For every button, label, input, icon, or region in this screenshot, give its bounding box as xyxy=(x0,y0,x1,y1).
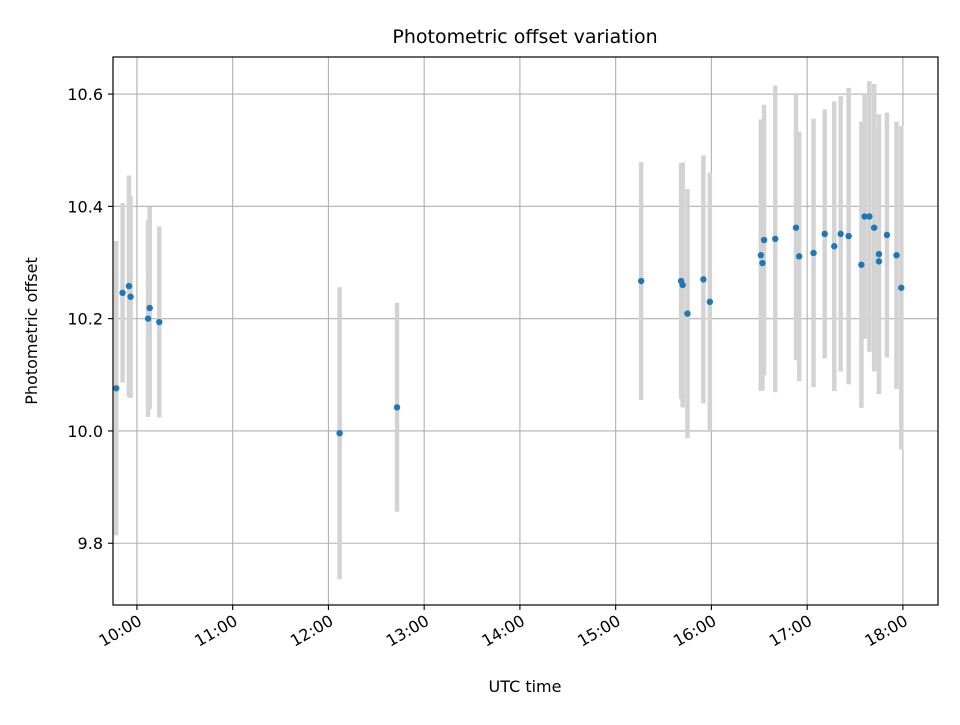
data-point xyxy=(760,236,768,244)
data-point xyxy=(393,404,401,411)
x-axis-label: UTC time xyxy=(489,677,562,696)
data-point xyxy=(821,230,828,238)
y-tick-label: 9.8 xyxy=(78,534,103,553)
data-point xyxy=(679,281,686,289)
data-points xyxy=(112,213,905,437)
y-axis-label: Photometric offset xyxy=(22,257,41,405)
data-point xyxy=(112,385,120,392)
data-point xyxy=(866,213,873,220)
data-point xyxy=(759,259,766,267)
data-point xyxy=(336,429,343,437)
data-point xyxy=(810,249,817,257)
data-point xyxy=(898,284,905,291)
data-point xyxy=(861,213,868,220)
data-point xyxy=(870,224,878,231)
data-point xyxy=(875,250,883,258)
data-point xyxy=(684,310,691,317)
data-point xyxy=(144,315,152,322)
data-point xyxy=(156,318,163,326)
plot-frame xyxy=(112,56,939,606)
data-point xyxy=(883,231,891,239)
data-point xyxy=(831,243,838,250)
data-point xyxy=(875,258,883,265)
data-point xyxy=(127,293,134,300)
data-point xyxy=(146,304,153,312)
data-point xyxy=(792,224,800,231)
y-tick-label: 10.2 xyxy=(67,310,103,329)
y-tick-label: 10.0 xyxy=(67,422,103,441)
data-point xyxy=(706,298,714,306)
chart-title: Photometric offset variation xyxy=(392,26,657,48)
data-point xyxy=(757,252,765,259)
data-point xyxy=(858,261,865,268)
data-point xyxy=(119,289,126,297)
data-point xyxy=(637,277,645,285)
data-point xyxy=(845,232,852,240)
y-axis: 9.8 10.0 10.2 10.4 10.6 xyxy=(67,85,113,553)
data-point xyxy=(700,276,707,283)
y-tick-label: 10.6 xyxy=(67,85,103,104)
data-point xyxy=(837,230,844,238)
y-tick-label: 10.4 xyxy=(67,197,103,216)
data-point xyxy=(125,282,133,290)
data-point xyxy=(772,235,779,243)
data-point xyxy=(795,253,803,260)
data-point xyxy=(893,252,900,259)
